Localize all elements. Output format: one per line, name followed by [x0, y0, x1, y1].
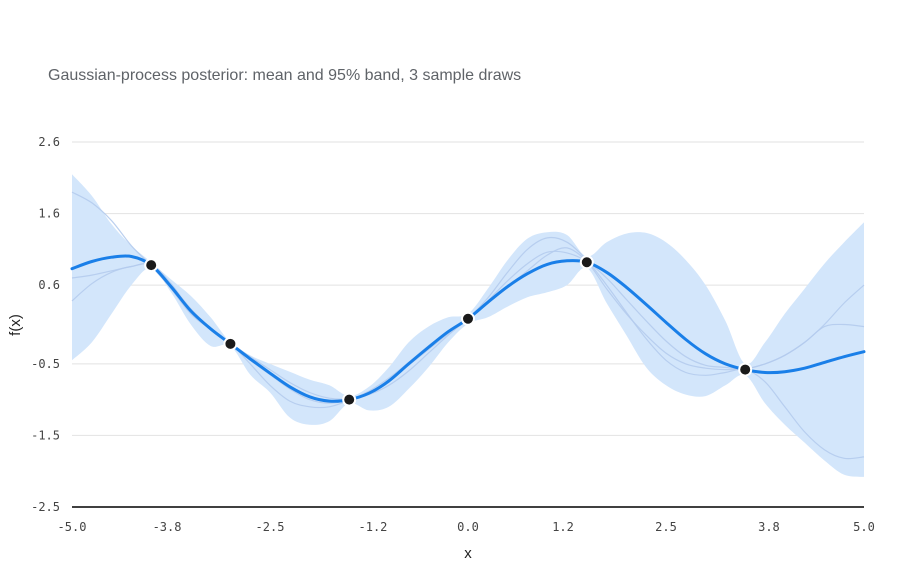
y-tick-label: -1.5 — [31, 428, 60, 442]
observation-point — [342, 392, 357, 407]
grid-lines — [72, 141, 864, 436]
x-tick-label: 3.8 — [758, 520, 780, 534]
x-tick-label: -3.8 — [153, 520, 182, 534]
observations — [144, 255, 753, 407]
x-tick-label: 2.5 — [655, 520, 677, 534]
confidence-band — [72, 174, 864, 477]
y-tick-label: 0.6 — [38, 278, 60, 292]
sample-draw-line-3 — [71, 250, 865, 409]
mean-line — [70, 254, 866, 403]
observation-point — [461, 311, 475, 326]
y-axis-title: f(x) — [7, 314, 24, 336]
tick-labels: 2.6 1.6 0.6 -0.5 -1.5 -2.5 -5.0 -3.8 -2.5 -1.2 0.0… — [31, 135, 875, 534]
posterior-mean — [70, 254, 866, 403]
chart-title: Gaussian-process posterior: mean and 95%… — [48, 67, 522, 84]
x-tick-label: -5.0 — [58, 520, 87, 534]
y-tick-label: -2.5 — [31, 500, 60, 514]
y-tick-label: 2.6 — [38, 135, 60, 149]
observation-point — [579, 255, 594, 270]
y-tick-label: -0.5 — [31, 357, 60, 371]
x-tick-label: -2.5 — [256, 520, 285, 534]
confidence-band-area — [72, 174, 864, 477]
x-tick-label: 5.0 — [853, 520, 875, 534]
x-axis-title: x — [464, 545, 472, 562]
y-tick-label: 1.6 — [38, 207, 60, 221]
x-tick-label: -1.2 — [359, 520, 388, 534]
observation-point — [738, 362, 753, 377]
observation-point — [144, 258, 159, 273]
observation-point — [223, 336, 238, 351]
x-tick-label: 1.2 — [552, 520, 574, 534]
x-tick-label: 0.0 — [457, 520, 479, 534]
